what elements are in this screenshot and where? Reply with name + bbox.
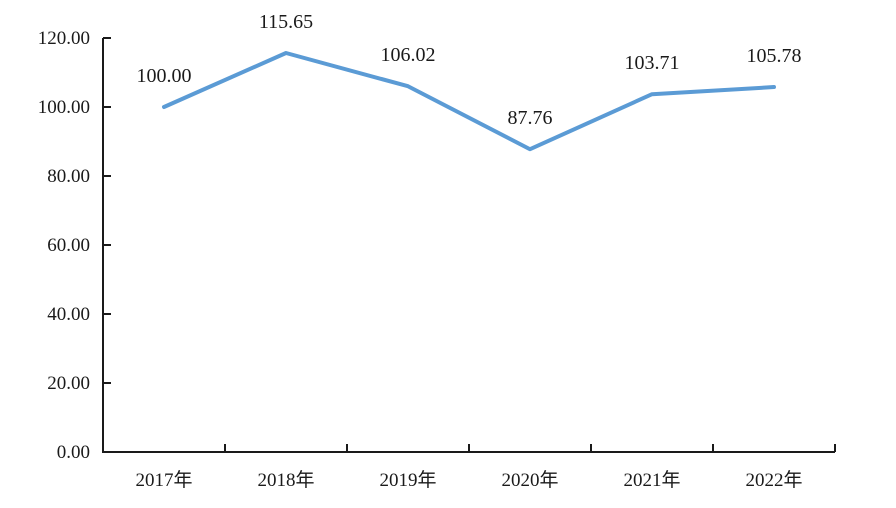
y-tick-label: 60.00 [47, 235, 90, 256]
x-tick-label: 2018年 [257, 469, 314, 491]
y-tick-label: 80.00 [47, 166, 90, 187]
data-point-label: 115.65 [259, 11, 313, 33]
x-tick-label: 2020年 [501, 469, 558, 491]
y-tick-label: 120.00 [38, 28, 90, 49]
series-line [162, 51, 776, 152]
data-point-label: 103.71 [625, 52, 680, 74]
data-point-label: 106.02 [381, 44, 436, 66]
y-tick-label: 0.00 [57, 442, 90, 463]
x-tick-label: 2021年 [623, 469, 680, 491]
data-point-label: 87.76 [508, 107, 553, 129]
data-point-label: 100.00 [137, 65, 192, 87]
y-tick-label: 40.00 [47, 304, 90, 325]
data-point-label: 105.78 [747, 45, 802, 67]
x-tick-label: 2017年 [135, 469, 192, 491]
y-tick-label: 20.00 [47, 373, 90, 394]
x-tick-label: 2022年 [745, 469, 802, 491]
x-tick-label: 2019年 [379, 469, 436, 491]
y-tick-label: 100.00 [38, 97, 90, 118]
